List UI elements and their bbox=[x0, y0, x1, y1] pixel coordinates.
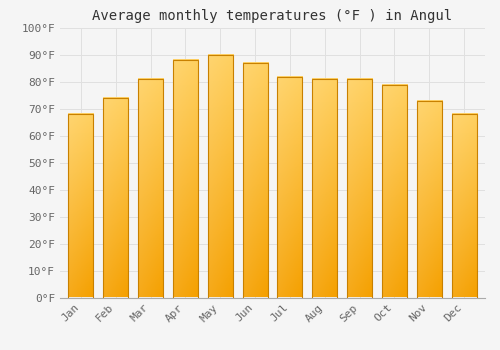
Bar bbox=[173, 60, 198, 298]
Bar bbox=[208, 55, 233, 298]
Bar bbox=[416, 101, 442, 298]
Bar bbox=[242, 63, 268, 298]
Bar bbox=[103, 98, 128, 298]
Bar bbox=[138, 79, 163, 298]
Bar bbox=[278, 77, 302, 298]
Title: Average monthly temperatures (°F ) in Angul: Average monthly temperatures (°F ) in An… bbox=[92, 9, 452, 23]
Bar bbox=[382, 85, 407, 298]
Bar bbox=[452, 114, 476, 298]
Bar bbox=[347, 79, 372, 298]
Bar bbox=[68, 114, 94, 298]
Bar bbox=[312, 79, 338, 298]
